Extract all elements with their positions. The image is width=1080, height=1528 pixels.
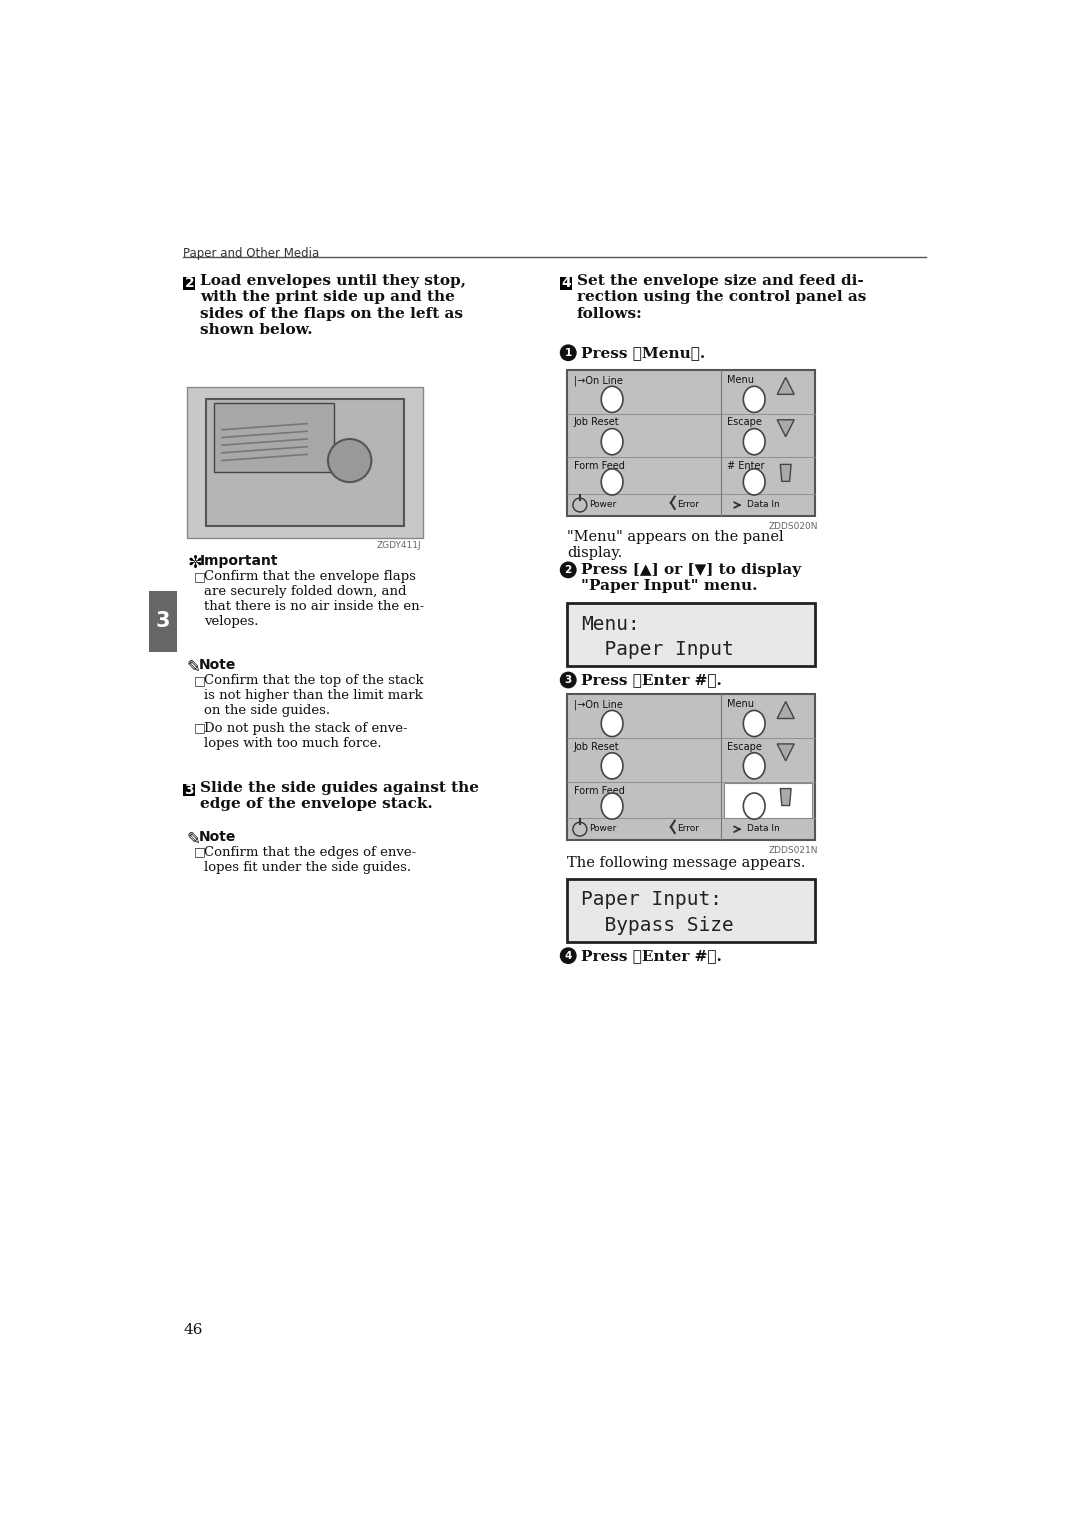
Text: Paper Input: Paper Input xyxy=(581,640,734,659)
Text: Press 【Enter #】.: Press 【Enter #】. xyxy=(581,672,721,688)
Text: Escape: Escape xyxy=(728,741,762,752)
Polygon shape xyxy=(780,788,792,805)
Text: Form Feed: Form Feed xyxy=(573,461,624,471)
Ellipse shape xyxy=(602,469,623,495)
Text: Power: Power xyxy=(590,824,617,833)
Polygon shape xyxy=(780,465,792,481)
Text: 3: 3 xyxy=(156,611,171,631)
Circle shape xyxy=(561,947,576,963)
Text: Confirm that the edges of enve-
lopes fit under the side guides.: Confirm that the edges of enve- lopes fi… xyxy=(204,845,416,874)
Text: Menu:: Menu: xyxy=(581,614,640,634)
Text: Power: Power xyxy=(590,500,617,509)
Ellipse shape xyxy=(602,387,623,413)
Text: Note: Note xyxy=(199,830,235,843)
Text: Escape: Escape xyxy=(728,417,762,428)
Bar xyxy=(214,403,334,472)
Text: Confirm that the envelope flaps
are securely folded down, and
that there is no a: Confirm that the envelope flaps are secu… xyxy=(204,570,424,628)
Text: |→On Line: |→On Line xyxy=(573,700,622,711)
Text: □: □ xyxy=(194,570,205,582)
Text: |→On Line: |→On Line xyxy=(573,374,622,385)
Text: ZGDY411J: ZGDY411J xyxy=(377,541,421,550)
Text: ZDDS020N: ZDDS020N xyxy=(769,523,819,532)
Ellipse shape xyxy=(602,429,623,455)
Circle shape xyxy=(561,345,576,361)
Bar xyxy=(567,694,815,840)
Text: 3: 3 xyxy=(565,675,571,685)
Ellipse shape xyxy=(743,429,765,455)
Text: Data In: Data In xyxy=(746,500,780,509)
Polygon shape xyxy=(778,420,794,437)
Bar xyxy=(206,399,404,526)
Bar xyxy=(183,784,195,796)
Polygon shape xyxy=(778,377,794,394)
Text: 2: 2 xyxy=(185,277,194,290)
Text: Do not push the stack of enve-
lopes with too much force.: Do not push the stack of enve- lopes wit… xyxy=(204,721,407,750)
Text: Important: Important xyxy=(200,555,279,568)
Text: Error: Error xyxy=(677,824,699,833)
Circle shape xyxy=(561,672,576,688)
Bar xyxy=(725,784,812,817)
Bar xyxy=(149,591,177,651)
Text: Error: Error xyxy=(677,500,699,509)
Bar xyxy=(187,388,423,538)
Ellipse shape xyxy=(602,753,623,779)
Ellipse shape xyxy=(743,753,765,779)
Text: Menu: Menu xyxy=(728,700,755,709)
Text: Data In: Data In xyxy=(746,824,780,833)
Text: # Enter: # Enter xyxy=(728,785,765,796)
Text: ✎: ✎ xyxy=(186,659,200,677)
Ellipse shape xyxy=(743,387,765,413)
Ellipse shape xyxy=(602,793,623,819)
Text: Paper and Other Media: Paper and Other Media xyxy=(183,246,320,260)
Ellipse shape xyxy=(743,469,765,495)
Text: Form Feed: Form Feed xyxy=(573,785,624,796)
Circle shape xyxy=(572,498,586,512)
Text: □: □ xyxy=(194,845,205,859)
Polygon shape xyxy=(778,701,794,718)
Text: Job Reset: Job Reset xyxy=(573,741,619,752)
Circle shape xyxy=(328,439,372,483)
Text: Paper Input:: Paper Input: xyxy=(581,891,723,909)
Bar xyxy=(559,277,572,290)
Text: 3: 3 xyxy=(185,784,194,798)
Text: Press [▲] or [▼] to display
"Paper Input" menu.: Press [▲] or [▼] to display "Paper Input… xyxy=(581,562,800,593)
Text: □: □ xyxy=(194,674,205,688)
Text: 4: 4 xyxy=(565,950,572,961)
Ellipse shape xyxy=(743,793,765,819)
Text: Load envelopes until they stop,
with the print side up and the
sides of the flap: Load envelopes until they stop, with the… xyxy=(200,274,467,336)
Text: Slide the side guides against the
edge of the envelope stack.: Slide the side guides against the edge o… xyxy=(200,781,480,811)
Ellipse shape xyxy=(743,711,765,736)
Text: Confirm that the top of the stack
is not higher than the limit mark
on the side : Confirm that the top of the stack is not… xyxy=(204,674,423,717)
Text: Set the envelope size and feed di-
rection using the control panel as
follows:: Set the envelope size and feed di- recti… xyxy=(577,274,866,321)
Bar xyxy=(567,879,815,941)
Text: Press 【Enter #】.: Press 【Enter #】. xyxy=(581,949,721,963)
Text: 1: 1 xyxy=(565,348,571,358)
Polygon shape xyxy=(778,744,794,761)
Text: 46: 46 xyxy=(183,1323,203,1337)
Bar xyxy=(567,604,815,666)
Text: Note: Note xyxy=(199,659,235,672)
Circle shape xyxy=(561,562,576,578)
Text: ✼: ✼ xyxy=(188,555,203,573)
Text: 2: 2 xyxy=(565,565,571,575)
Text: The following message appears.: The following message appears. xyxy=(567,856,806,869)
Text: Bypass Size: Bypass Size xyxy=(581,915,734,935)
Text: "Menu" appears on the panel
display.: "Menu" appears on the panel display. xyxy=(567,530,784,561)
Text: Menu: Menu xyxy=(728,374,755,385)
Bar xyxy=(567,370,815,516)
Text: □: □ xyxy=(194,721,205,735)
Text: ZDDS021N: ZDDS021N xyxy=(769,847,819,856)
Text: Press 【Menu】.: Press 【Menu】. xyxy=(581,345,705,359)
Ellipse shape xyxy=(602,711,623,736)
Circle shape xyxy=(572,822,586,836)
Text: Job Reset: Job Reset xyxy=(573,417,619,428)
Text: ✎: ✎ xyxy=(186,830,200,848)
Text: # Enter: # Enter xyxy=(728,461,765,471)
Bar xyxy=(183,277,195,290)
Text: 4: 4 xyxy=(561,277,570,290)
